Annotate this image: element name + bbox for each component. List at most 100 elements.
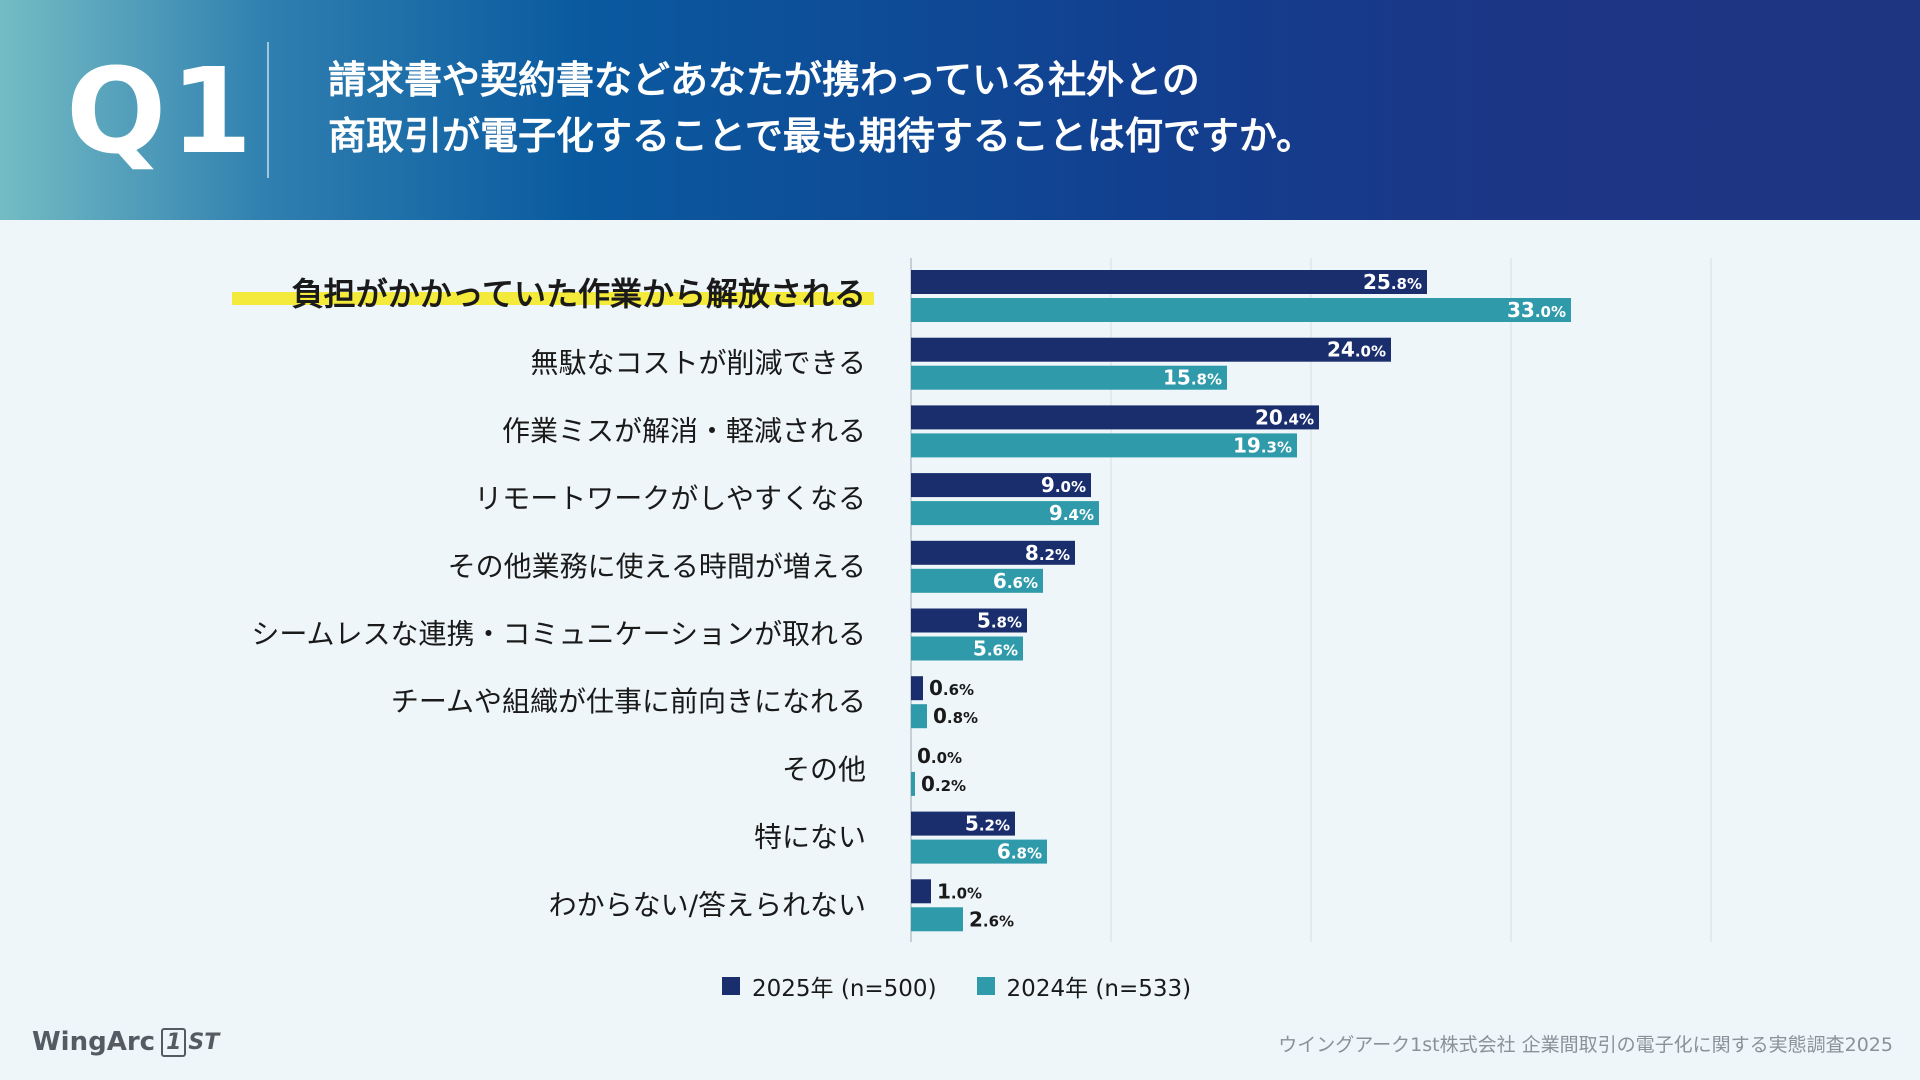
bar-2025 — [911, 540, 1075, 565]
bar-2024 — [911, 433, 1297, 458]
bar-chart: 負担がかかっていた作業から解放される 25.8%33.0%無駄なコストが削減できる… — [232, 258, 1712, 942]
data-label: 0.2% — [921, 772, 966, 796]
logo-1st-mark: 1 ST — [159, 1025, 221, 1059]
data-label: 0.0% — [917, 744, 962, 768]
bar-2024 — [911, 839, 1047, 864]
data-label: 0.6% — [929, 676, 974, 700]
data-label: 25.8% — [1363, 270, 1422, 294]
data-label-int: 0 — [929, 676, 943, 700]
question-line-1: 請求書や契約書などあなたが携わっている社外との — [328, 58, 1200, 102]
data-label: 9.0% — [1041, 473, 1086, 497]
data-label-dec: .0% — [1055, 478, 1086, 496]
legend-swatch-2024 — [976, 977, 995, 995]
category-label: 無駄なコストが削減できる — [531, 347, 866, 380]
data-label: 8.2% — [1025, 541, 1070, 565]
data-label-dec: .8% — [947, 709, 978, 727]
data-label-dec: .3% — [1261, 438, 1292, 456]
data-label-int: 0 — [917, 744, 931, 768]
data-label-dec: .6% — [987, 642, 1018, 660]
category-label: その他業務に使える時間が増える — [448, 550, 866, 583]
data-label-dec: .0% — [951, 884, 982, 902]
data-label: 5.2% — [965, 812, 1010, 836]
bar-2025 — [911, 405, 1319, 430]
bar-2025 — [911, 811, 1015, 836]
source-note: ウイングアーク1st株式会社 企業間取引の電子化に関する実態調査2025 — [1278, 1034, 1893, 1056]
data-label-int: 15 — [1163, 366, 1191, 390]
bar-2025 — [911, 879, 931, 904]
data-label: 33.0% — [1507, 298, 1566, 322]
chart-area: 負担がかかっていた作業から解放される 25.8% 33.0% 無駄なコストが削減できる… — [0, 220, 1920, 980]
data-label-int: 20 — [1255, 405, 1283, 429]
data-label: 5.8% — [977, 609, 1022, 633]
data-label-int: 2 — [969, 907, 983, 931]
question-text: 請求書や契約書などあなたが携わっている社外との 商取引が電子化することで最も期待… — [328, 52, 1828, 164]
data-label-int: 24 — [1327, 338, 1355, 362]
bar-2024 — [911, 704, 927, 729]
data-label-int: 0 — [933, 704, 947, 728]
data-label: 6.8% — [997, 840, 1042, 864]
data-label: 6.6% — [993, 569, 1038, 593]
data-label-dec: .6% — [983, 912, 1014, 930]
bar-2024 — [911, 771, 915, 796]
wingarc-logo: WingArc 1 ST — [32, 1022, 221, 1062]
data-label: 15.8% — [1163, 366, 1222, 390]
data-label-int: 9 — [1041, 473, 1055, 497]
data-label-int: 6 — [997, 840, 1011, 864]
data-label: 19.3% — [1233, 433, 1292, 457]
data-label-dec: .4% — [1063, 506, 1094, 524]
category-label: 負担がかかっていた作業から解放される — [292, 275, 866, 313]
data-label: 9.4% — [1049, 501, 1094, 525]
data-label-int: 33 — [1507, 298, 1535, 322]
legend-item-2024: 2024年 (n=533) — [976, 969, 1192, 1003]
bar-2024 — [911, 636, 1023, 661]
bar-2025 — [911, 473, 1091, 498]
data-label-dec: .0% — [1355, 343, 1386, 361]
data-label-int: 19 — [1233, 433, 1261, 457]
data-label-dec: .8% — [1191, 371, 1222, 389]
data-label-dec: .2% — [979, 817, 1010, 835]
data-label-int: 9 — [1049, 501, 1063, 525]
question-number: Q1 — [66, 42, 257, 180]
data-label: 5.6% — [973, 637, 1018, 661]
data-label: 20.4% — [1255, 405, 1314, 429]
data-label-dec: .6% — [943, 681, 974, 699]
bar-2024 — [911, 907, 963, 932]
data-label-dec: .0% — [931, 749, 962, 767]
category-label: チームや組織が仕事に前向きになれる — [391, 685, 866, 718]
data-label-dec: .2% — [935, 777, 966, 795]
logo-st: ST — [188, 1029, 220, 1055]
data-label-dec: .4% — [1283, 410, 1314, 428]
data-label-int: 5 — [973, 637, 987, 661]
data-label: 1.0% — [937, 879, 982, 903]
data-label: 0.8% — [933, 704, 978, 728]
data-label-int: 5 — [965, 812, 979, 836]
logo-one: 1 — [161, 1027, 187, 1057]
category-label: 作業ミスが解消・軽減される — [502, 414, 866, 447]
category-label: シームレスな連携・コミュニケーションが取れる — [251, 618, 866, 651]
data-label-dec: .6% — [1007, 574, 1038, 592]
data-label-int: 1 — [937, 879, 951, 903]
logo-wordmark: WingArc — [32, 1027, 156, 1057]
legend-label-2024: 2024年 (n=533) — [1006, 976, 1192, 1002]
data-label-dec: .2% — [1039, 546, 1070, 564]
data-label-int: 5 — [977, 609, 991, 633]
data-label-int: 8 — [1025, 541, 1039, 565]
header-divider — [267, 42, 269, 178]
data-label-dec: .8% — [1391, 275, 1422, 293]
data-label-dec: .8% — [1011, 845, 1042, 863]
category-label: リモートワークがしやすくなる — [474, 482, 866, 515]
bar-2024 — [911, 568, 1043, 593]
category-highlight — [232, 292, 874, 305]
data-label-int: 6 — [993, 569, 1007, 593]
category-label: わからない/答えられない — [549, 888, 866, 921]
bar-2024 — [911, 298, 1571, 322]
bar-2025 — [911, 676, 923, 701]
category-label: その他 — [782, 753, 866, 786]
data-label-dec: .8% — [991, 614, 1022, 632]
bar-2025 — [911, 608, 1027, 633]
bar-2024 — [911, 501, 1099, 526]
legend-swatch-2025 — [722, 977, 740, 995]
bar-2025 — [911, 270, 1427, 294]
data-label-int: 25 — [1363, 270, 1391, 294]
header-banner: Q1 請求書や契約書などあなたが携わっている社外との 商取引が電子化することで最… — [0, 0, 1920, 220]
